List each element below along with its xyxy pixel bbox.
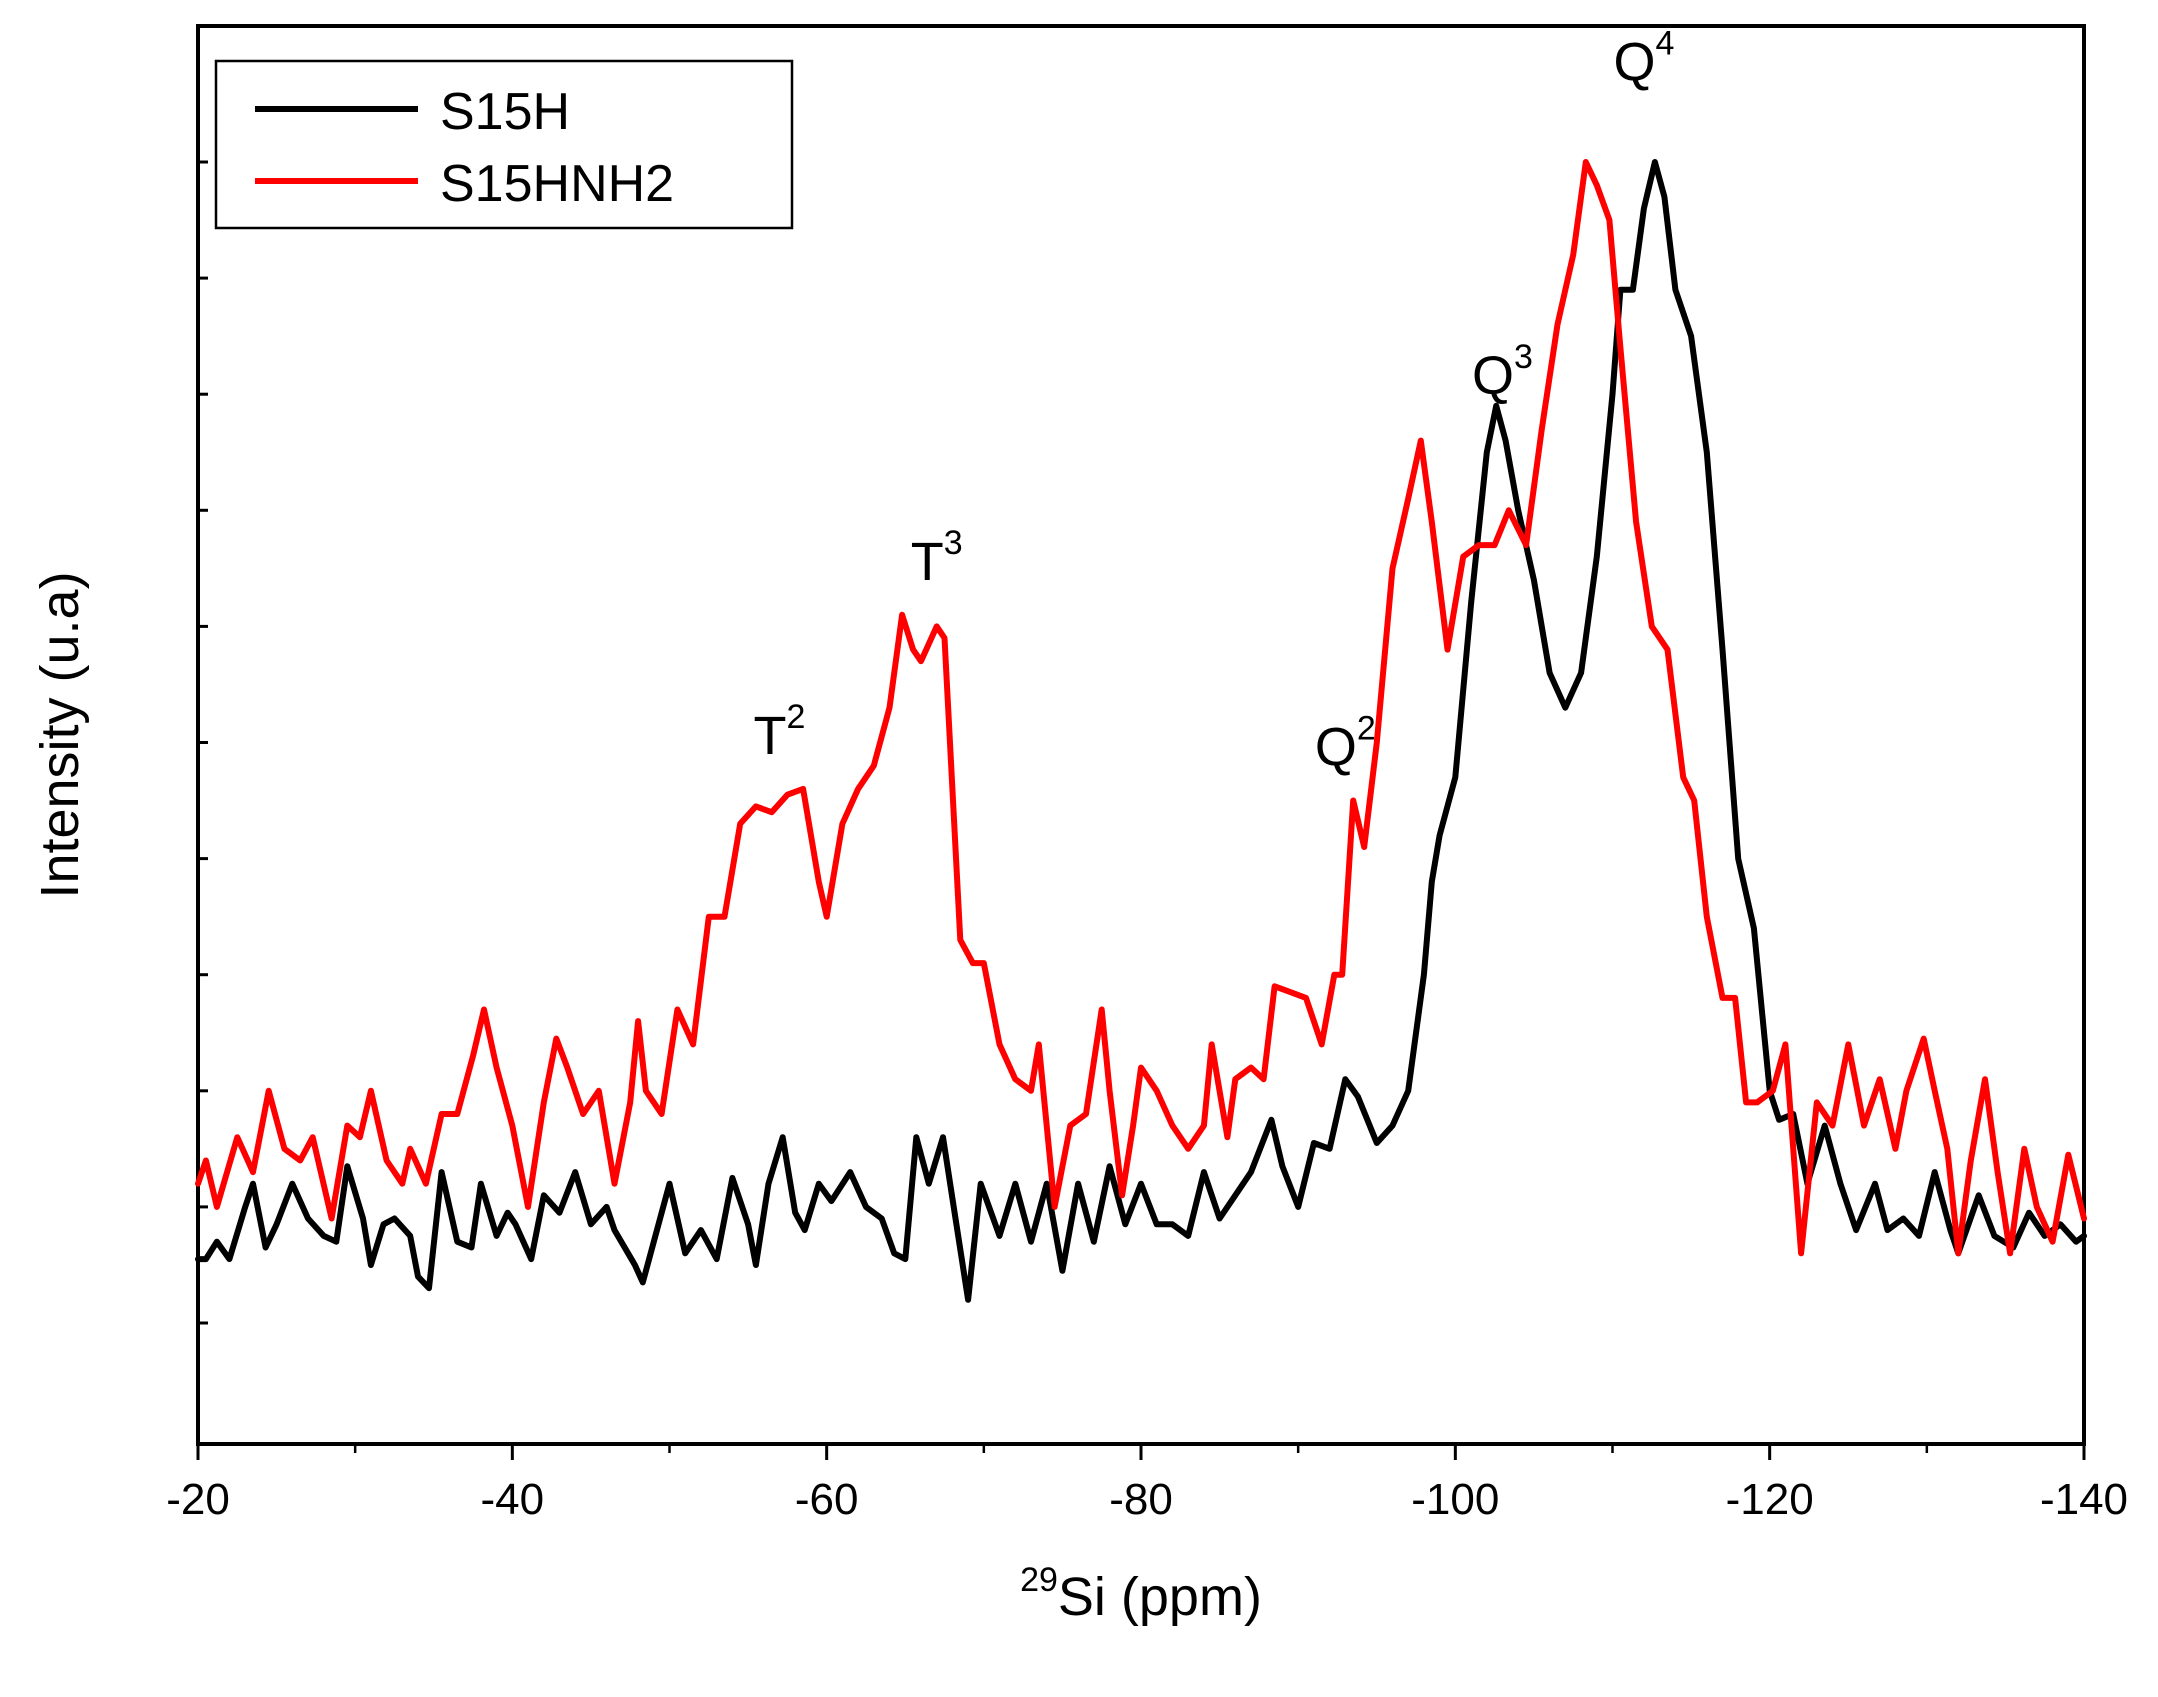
legend-label-s15hnh2: S15HNH2 [440, 155, 674, 213]
peak-label-t2: T2 [754, 698, 806, 766]
series-layer [195, 159, 2087, 1303]
peak-label-superscript: 2 [787, 698, 806, 736]
x-tick-label-1: -40 [481, 1475, 545, 1524]
peak-label-q2: Q2 [1315, 710, 1376, 778]
peak-label-superscript: 4 [1655, 25, 1674, 63]
x-tick-label-4: -100 [1411, 1475, 1499, 1524]
peak-label-q4: Q4 [1613, 25, 1674, 93]
y-axis-title: Intensity (u.a) [30, 571, 90, 898]
series-line-s15hnh2 [195, 159, 2087, 1257]
peak-label-superscript: 3 [944, 524, 963, 562]
x-tick-label-6: -140 [2040, 1475, 2128, 1524]
peak-label-superscript: 2 [1357, 710, 1376, 748]
x-tick-label-2: -60 [795, 1475, 859, 1524]
peak-label-main: T [911, 532, 944, 592]
peak-label-main: Q [1472, 346, 1514, 406]
y-axis-ticks [198, 160, 208, 1446]
series-line-s15h [195, 159, 2087, 1303]
x-axis-title: 29Si (ppm) [1020, 1561, 1262, 1627]
peak-label-q3: Q3 [1472, 338, 1533, 406]
x-tick-label-5: -120 [1726, 1475, 1814, 1524]
peak-label-t3: T3 [911, 524, 963, 592]
x-axis-title-superscript: 29 [1020, 1561, 1058, 1599]
x-axis-title-main: Si (ppm) [1058, 1567, 1262, 1627]
x-axis-ticks: -20 -40 -60 -80 -100 -120 -140 [166, 1444, 2128, 1524]
legend: S15H S15HNH2 [214, 59, 794, 230]
peak-label-superscript: 3 [1514, 338, 1533, 376]
peak-label-main: T [754, 706, 787, 766]
peak-label-main: Q [1613, 33, 1655, 93]
legend-label-s15h: S15H [440, 83, 570, 141]
x-tick-label-3: -80 [1109, 1475, 1173, 1524]
x-tick-label-0: -20 [166, 1475, 230, 1524]
peak-label-main: Q [1315, 718, 1357, 778]
legend-box [214, 59, 794, 230]
